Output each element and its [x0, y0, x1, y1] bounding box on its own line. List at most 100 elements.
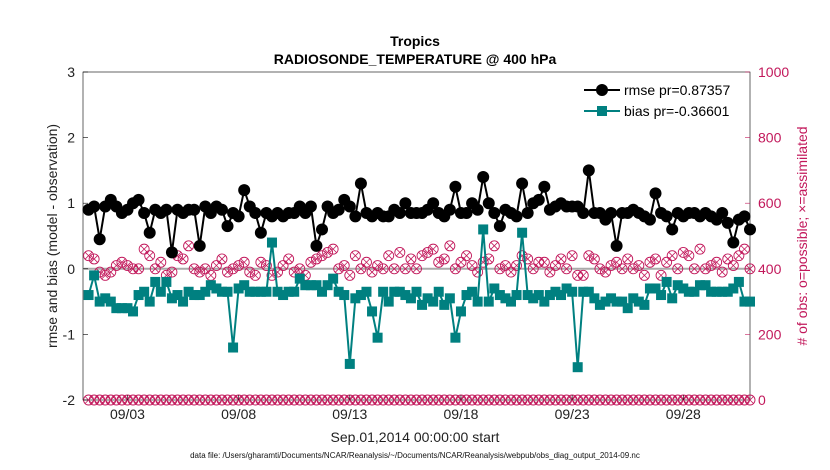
obs-cross-b [390, 265, 399, 273]
obs-circle [399, 263, 411, 275]
obs-circle [99, 269, 111, 281]
obs-possible-marker [155, 256, 167, 268]
obs-circle [322, 246, 334, 258]
rmse-point [521, 207, 534, 220]
bias-point [228, 342, 239, 353]
obs-possible-marker [372, 260, 384, 271]
obs-possible-marker [122, 260, 133, 271]
rmse-point [160, 203, 173, 216]
y-tick-label: 3 [67, 64, 75, 80]
bias-point [633, 296, 644, 307]
obs-possible-marker [738, 243, 750, 255]
rmse-point [460, 207, 473, 220]
bias-point [433, 286, 444, 297]
bias-point [728, 283, 739, 294]
obs-cross-b [640, 271, 649, 280]
obs-circle [588, 253, 600, 265]
obs-cross-b [390, 396, 399, 404]
obs-cross-b [629, 265, 638, 273]
bias-point [683, 286, 694, 297]
obs-cross-b [673, 265, 682, 273]
obs-cross-b [90, 396, 98, 404]
obs-cross-b [668, 251, 676, 260]
obs-circle [716, 266, 728, 278]
bias-point [689, 286, 700, 297]
obs-cross-b [207, 396, 215, 404]
obs-cross-b [379, 396, 387, 404]
obs-possible-marker [416, 250, 428, 262]
bias-point [550, 286, 561, 297]
obs-possible-marker [216, 253, 228, 265]
obs-cross-b [490, 242, 499, 250]
obs-cross-b [195, 268, 204, 276]
obs-cross-b [140, 396, 148, 404]
obs-assimilated-marker [572, 394, 584, 406]
obs-possible-marker [344, 269, 356, 281]
obs-cross-b [490, 396, 499, 404]
obs-circle [527, 263, 539, 275]
bias-point [745, 296, 755, 307]
obs-cross-b [546, 396, 554, 404]
obs-cross-b [740, 245, 749, 253]
bias-point [383, 296, 394, 307]
obs-circle [688, 263, 700, 275]
obs-cross-b [712, 258, 721, 267]
rmse-point [254, 226, 267, 239]
obs-possible-marker [538, 256, 550, 268]
obs-assimilated-marker [105, 394, 117, 406]
obs-cross-b [696, 396, 704, 404]
obs-circle [338, 260, 350, 271]
obs-possible-marker [616, 263, 628, 275]
obs-cross-b [496, 396, 504, 404]
obs-cross-b [257, 396, 265, 404]
obs-circle [405, 253, 417, 265]
obs-circle [222, 266, 233, 278]
obs-possible-marker [133, 263, 145, 275]
obs-possible-marker [705, 260, 717, 271]
bias-point [128, 306, 139, 317]
obs-cross-b [446, 242, 454, 250]
obs-possible-marker [227, 263, 239, 275]
obs-possible-marker [594, 263, 606, 275]
bias-point [428, 296, 439, 307]
obs-possible-marker [427, 243, 439, 255]
obs-cross-b [507, 396, 515, 404]
obs-cross-b [723, 255, 732, 263]
obs-cross-b [384, 396, 393, 404]
obs-cross-b [140, 245, 148, 253]
rmse-point [221, 220, 234, 233]
rmse-point [744, 223, 756, 236]
bias-point [89, 270, 100, 281]
obs-cross-b [718, 268, 726, 276]
bias-point [333, 286, 344, 297]
obs-possible-marker [316, 250, 328, 262]
obs-cross-b [607, 396, 615, 404]
obs-circle [116, 256, 128, 268]
legend-bias-label: bias pr=-0.36601 [624, 103, 730, 119]
obs-cross-b [145, 251, 154, 260]
obs-cross-b [479, 396, 487, 404]
obs-possible-marker [588, 253, 600, 265]
obs-circle [683, 250, 695, 262]
obs-circle [555, 253, 567, 265]
obs-cross-b [379, 265, 387, 273]
obs-cross-b [84, 396, 93, 404]
obs-cross-b [229, 396, 237, 404]
rmse-point [215, 203, 228, 216]
obs-cross-b [462, 396, 471, 404]
obs-cross-b [657, 271, 665, 280]
obs-possible-marker [238, 256, 250, 268]
bias-point [489, 283, 500, 294]
bias-point [83, 290, 94, 301]
obs-cross-b [423, 396, 432, 404]
obs-circle [361, 256, 372, 268]
obs-circle [672, 263, 684, 275]
obs-cross-b [134, 265, 143, 273]
bias-point [650, 283, 661, 294]
obs-circle [88, 253, 100, 265]
obs-cross-b [318, 251, 326, 260]
obs-cross-b [690, 396, 699, 404]
obs-circle [199, 263, 211, 275]
obs-circle [277, 260, 289, 271]
obs-circle [327, 243, 339, 255]
